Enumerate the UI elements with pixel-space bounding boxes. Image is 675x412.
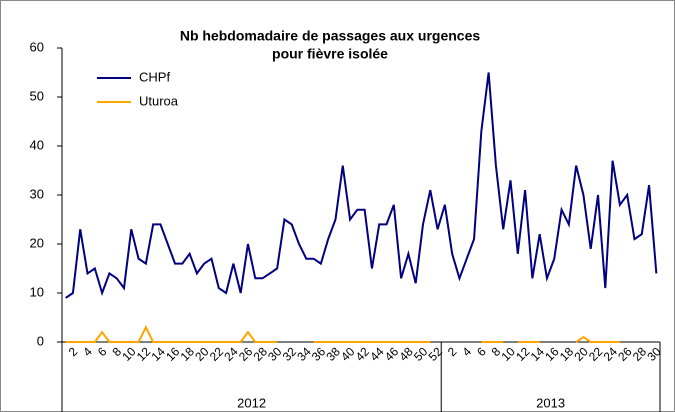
- y-tick-label: 30: [30, 186, 44, 201]
- group-label: 2013: [536, 395, 565, 410]
- chart-title: Nb hebdomadaire de passages aux urgences: [180, 28, 481, 44]
- line-series: [575, 335, 620, 343]
- legend-label: Uturoa: [139, 93, 179, 108]
- legend-label: CHPf: [139, 69, 170, 84]
- chart-title: pour fièvre isolée: [272, 46, 388, 62]
- y-tick-label: 20: [30, 235, 44, 250]
- y-tick-label: 50: [30, 88, 44, 103]
- line-series: [65, 72, 658, 299]
- group-label: 2012: [237, 395, 266, 410]
- y-tick-label: 0: [37, 333, 44, 348]
- y-tick-label: 40: [30, 137, 44, 152]
- y-tick-label: 10: [30, 284, 44, 299]
- y-tick-label: 60: [30, 39, 44, 54]
- line-series: [65, 325, 278, 343]
